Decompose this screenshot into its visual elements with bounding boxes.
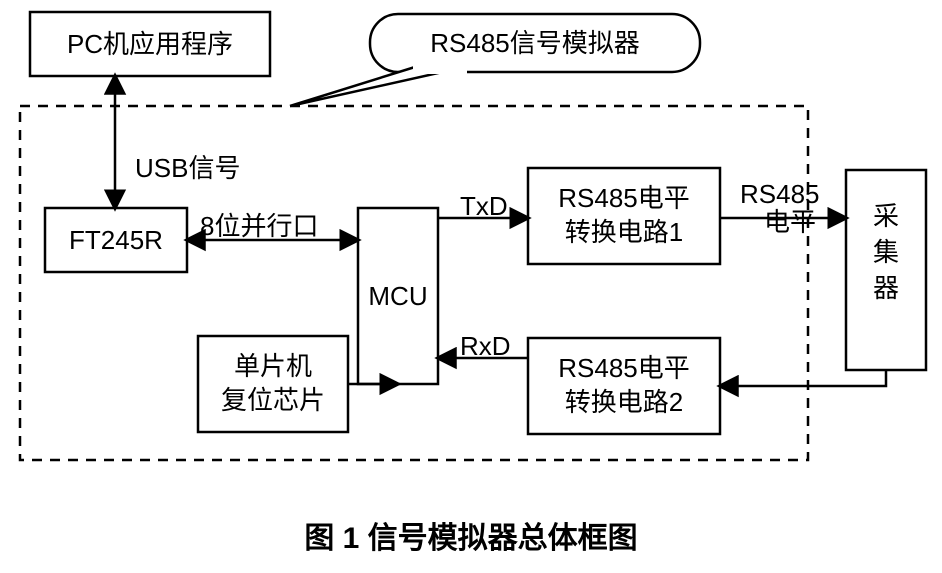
- svg-text:RS485电平: RS485电平: [558, 353, 690, 383]
- svg-text:单片机: 单片机: [234, 351, 312, 381]
- svg-text:8位并行口: 8位并行口: [200, 211, 318, 241]
- svg-text:RS485信号模拟器: RS485信号模拟器: [430, 28, 640, 58]
- svg-text:转换电路1: 转换电路1: [565, 217, 683, 247]
- svg-text:复位芯片: 复位芯片: [221, 385, 325, 415]
- svg-text:图 1 信号模拟器总体框图: 图 1 信号模拟器总体框图: [304, 522, 637, 555]
- svg-text:电平: 电平: [764, 207, 816, 237]
- svg-text:FT245R: FT245R: [69, 225, 163, 255]
- svg-text:RxD: RxD: [460, 331, 511, 361]
- svg-text:MCU: MCU: [368, 281, 427, 311]
- svg-text:转换电路2: 转换电路2: [565, 387, 683, 417]
- svg-text:TxD: TxD: [460, 191, 508, 221]
- svg-text:PC机应用程序: PC机应用程序: [67, 29, 233, 59]
- svg-text:USB信号: USB信号: [135, 153, 240, 183]
- svg-text:RS485电平: RS485电平: [558, 183, 690, 213]
- svg-text:器: 器: [873, 273, 899, 303]
- svg-text:采: 采: [873, 201, 899, 231]
- svg-text:RS485: RS485: [740, 179, 820, 209]
- svg-text:集: 集: [873, 237, 899, 267]
